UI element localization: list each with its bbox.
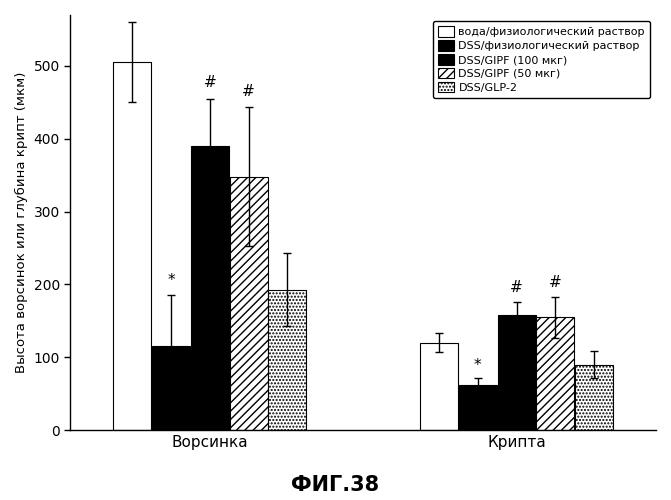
Bar	[191, 146, 229, 430]
Text: #: #	[510, 280, 523, 294]
Bar	[459, 385, 497, 430]
Bar	[420, 342, 458, 430]
Text: *: *	[474, 358, 482, 372]
Bar	[268, 290, 307, 430]
Legend: вода/физиологический раствор, DSS/физиологический раствор, DSS/GIPF (100 мкг), D: вода/физиологический раствор, DSS/физиол…	[433, 20, 650, 98]
Text: ФИГ.38: ФИГ.38	[291, 475, 380, 495]
Bar	[536, 318, 574, 430]
Bar	[575, 364, 613, 430]
Text: *: *	[167, 273, 174, 288]
Bar	[229, 176, 268, 430]
Bar	[498, 315, 535, 430]
Bar	[152, 346, 190, 430]
Text: #: #	[203, 75, 216, 90]
Y-axis label: Высота ворсинок или глубина крипт (мкм): Высота ворсинок или глубина крипт (мкм)	[15, 72, 28, 374]
Bar	[113, 62, 151, 430]
Text: #: #	[242, 84, 255, 99]
Text: #: #	[549, 274, 562, 289]
